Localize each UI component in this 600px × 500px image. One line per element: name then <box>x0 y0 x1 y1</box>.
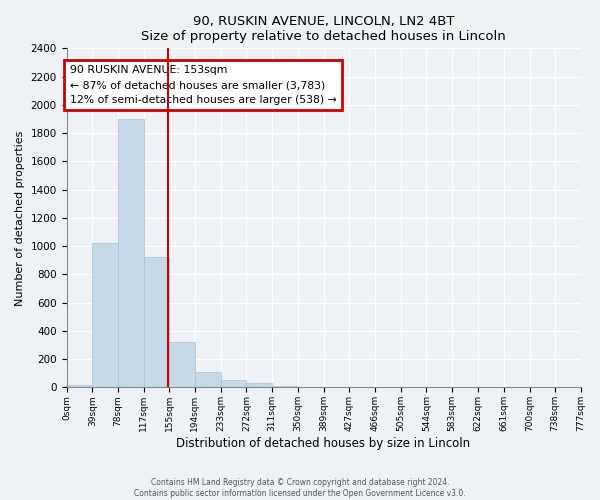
Bar <box>221 380 247 388</box>
Bar <box>92 244 118 388</box>
Bar <box>169 342 195 388</box>
Bar <box>67 384 92 388</box>
Bar <box>118 119 144 388</box>
Bar <box>195 372 221 388</box>
Y-axis label: Number of detached properties: Number of detached properties <box>15 130 25 306</box>
Bar <box>247 383 272 388</box>
Text: 90 RUSKIN AVENUE: 153sqm
← 87% of detached houses are smaller (3,783)
12% of sem: 90 RUSKIN AVENUE: 153sqm ← 87% of detach… <box>70 66 337 105</box>
Title: 90, RUSKIN AVENUE, LINCOLN, LN2 4BT
Size of property relative to detached houses: 90, RUSKIN AVENUE, LINCOLN, LN2 4BT Size… <box>141 15 506 43</box>
Bar <box>272 386 298 388</box>
X-axis label: Distribution of detached houses by size in Lincoln: Distribution of detached houses by size … <box>176 437 470 450</box>
Bar <box>144 258 169 388</box>
Text: Contains HM Land Registry data © Crown copyright and database right 2024.
Contai: Contains HM Land Registry data © Crown c… <box>134 478 466 498</box>
